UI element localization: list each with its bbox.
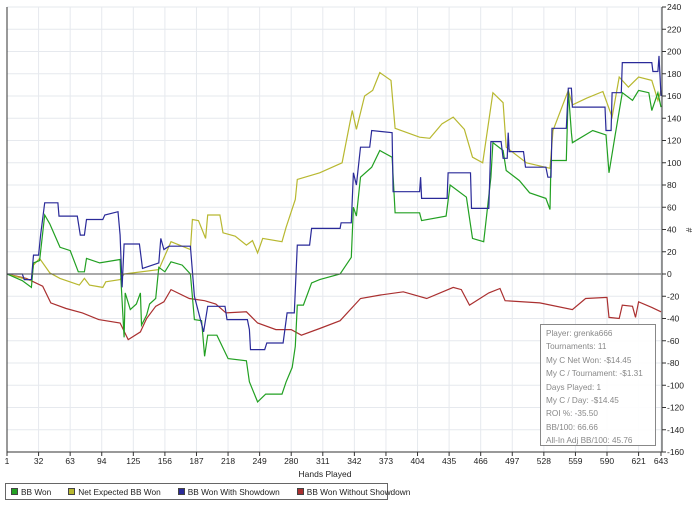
x-tick-label: 156 xyxy=(158,456,172,466)
y-tick-label: -60 xyxy=(667,336,680,346)
series-lines xyxy=(6,55,662,403)
stat-net-won: My C Net Won: -$14.45 xyxy=(546,355,632,365)
legend-label: Net Expected BB Won xyxy=(78,486,161,497)
x-tick-label: 621 xyxy=(631,456,645,466)
stat-roi: ROI %: -35.50 xyxy=(546,409,598,419)
y-tick-label: 120 xyxy=(667,136,681,146)
y-tick-label: 100 xyxy=(667,158,681,168)
legend-label: BB Won With Showdown xyxy=(187,486,280,497)
x-tick-label: 32 xyxy=(34,456,44,466)
y-axis-ticks: 240220200180160140120100806040200-20-40-… xyxy=(662,2,684,457)
x-tick-label: 187 xyxy=(189,456,203,466)
x-tick-label: 125 xyxy=(126,456,140,466)
legend-swatch xyxy=(296,488,304,495)
legend-label: BB Won xyxy=(21,486,52,497)
x-tick-label: 311 xyxy=(316,456,330,466)
series-line-bb-won-with-showdown xyxy=(7,55,662,351)
y-tick-label: 0 xyxy=(667,269,672,279)
y-tick-label: 40 xyxy=(667,225,677,235)
legend-item-without-showdown[interactable]: BB Won Without Showdown xyxy=(296,486,411,497)
x-tick-label: 435 xyxy=(442,456,456,466)
stat-player: Player: grenka666 xyxy=(546,329,613,338)
stat-bb100: BB/100: 66.66 xyxy=(546,422,598,432)
y-axis-label: # xyxy=(684,227,694,232)
y-tick-label: 80 xyxy=(667,180,677,190)
x-tick-label: 218 xyxy=(221,456,235,466)
series-line-bb-won xyxy=(6,89,662,403)
y-tick-label: 180 xyxy=(667,69,681,79)
x-tick-label: 280 xyxy=(284,456,298,466)
y-tick-label: -100 xyxy=(667,380,684,390)
x-tick-label: 497 xyxy=(505,456,519,466)
player-stats-box: Player: grenka666 Tournaments: 11 My C N… xyxy=(540,324,656,446)
stat-allin-bb100: All-In Adj BB/100: 45.76 xyxy=(546,436,633,446)
x-tick-label: 643 xyxy=(654,456,668,466)
y-tick-label: 60 xyxy=(667,202,677,212)
stat-per-day: My C / Day: -$14.45 xyxy=(546,395,619,405)
y-tick-label: 160 xyxy=(667,91,681,101)
legend-item-with-showdown[interactable]: BB Won With Showdown xyxy=(177,486,280,497)
x-tick-label: 94 xyxy=(97,456,107,466)
x-tick-label: 466 xyxy=(474,456,488,466)
legend-item-bb-won[interactable]: BB Won xyxy=(11,487,51,497)
x-tick-label: 590 xyxy=(600,456,614,466)
legend-label: BB Won Without Showdown xyxy=(306,486,411,497)
legend-swatch xyxy=(11,488,18,495)
y-tick-label: 20 xyxy=(667,247,677,257)
x-tick-label: 559 xyxy=(568,456,582,466)
y-tick-label: 220 xyxy=(667,24,681,34)
y-tick-label: -20 xyxy=(667,291,680,301)
stat-tournaments: Tournaments: 11 xyxy=(546,342,607,352)
x-axis-ticks: 1 32 63 94 125 156 187 218 249 280 311 342 373 404 435… xyxy=(5,452,668,466)
stat-days-played: Days Played: 1 xyxy=(546,382,602,392)
series-line-net-expected-bb-won xyxy=(6,71,662,289)
y-tick-label: 140 xyxy=(667,113,681,123)
y-tick-label: -80 xyxy=(667,358,680,368)
y-tick-label: -40 xyxy=(667,314,680,324)
legend-swatch xyxy=(68,488,76,495)
legend-swatch xyxy=(177,488,185,495)
x-tick-label: 404 xyxy=(410,456,424,466)
series-line-bb-won-without-showdown xyxy=(6,273,662,341)
x-axis-label: Hands Played xyxy=(299,469,352,479)
y-tick-label: -140 xyxy=(667,425,684,435)
x-tick-label: 342 xyxy=(347,456,361,466)
x-tick-label: 1 xyxy=(5,456,10,466)
x-tick-label: 249 xyxy=(253,456,267,466)
y-tick-label: 240 xyxy=(667,2,681,12)
x-tick-label: 63 xyxy=(65,456,75,466)
stat-per-tournament: My C / Tournament: -$1.31 xyxy=(546,369,643,379)
y-tick-label: -160 xyxy=(667,447,684,457)
chart-legend: BB Won Net Expected BB Won BB Won With S… xyxy=(5,483,410,500)
y-tick-label: -120 xyxy=(667,403,684,413)
legend-item-net-expected[interactable]: Net Expected BB Won xyxy=(68,486,161,497)
x-tick-label: 528 xyxy=(537,456,551,466)
x-tick-label: 373 xyxy=(379,456,393,466)
y-tick-label: 200 xyxy=(667,47,681,57)
